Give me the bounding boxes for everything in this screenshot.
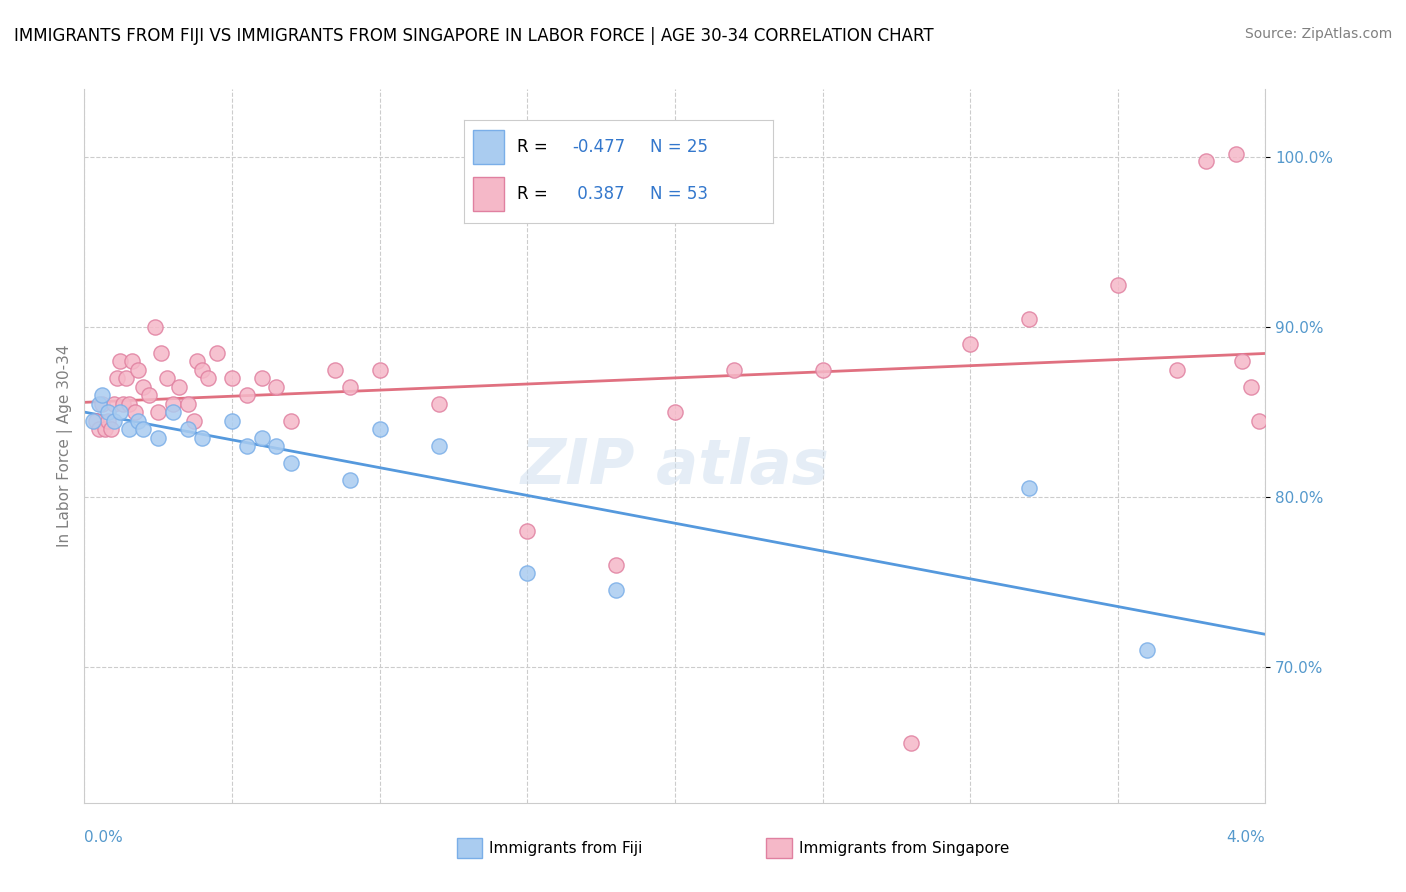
Point (605, 583, 627, 598)
Text: 0.0%: 0.0% (84, 830, 124, 845)
Point (339, 379, 361, 393)
Text: Source: ZipAtlas.com: Source: ZipAtlas.com (1244, 27, 1392, 41)
Text: Immigrants from Fiji: Immigrants from Fiji (489, 841, 643, 855)
Point (959, 337, 981, 351)
Point (368, 362, 391, 376)
Bar (474, 177, 505, 211)
Point (368, 422, 391, 436)
Text: 4.0%: 4.0% (1226, 830, 1265, 845)
Point (183, 413, 205, 427)
Point (87, 422, 111, 436)
Text: ZIP atlas: ZIP atlas (520, 437, 830, 498)
Point (103, 413, 125, 427)
Point (167, 379, 190, 393)
Point (205, 345, 228, 359)
Point (132, 422, 155, 436)
Point (280, 456, 302, 470)
Point (280, 413, 302, 427)
Point (156, 371, 179, 385)
Point (91, 388, 114, 402)
Point (900, 736, 922, 750)
Text: 0.387: 0.387 (572, 185, 624, 202)
Point (811, 362, 834, 376)
Point (84, 413, 107, 427)
Point (105, 371, 128, 385)
Point (148, 405, 170, 419)
Point (221, 371, 243, 385)
Point (100, 422, 122, 436)
Point (1107, 277, 1129, 292)
Point (97, 413, 120, 427)
Point (605, 558, 627, 572)
Point (1018, 311, 1040, 326)
Point (87, 396, 111, 410)
Point (118, 396, 141, 410)
Point (124, 405, 146, 419)
Point (121, 354, 143, 368)
Point (150, 345, 173, 359)
Point (427, 396, 450, 410)
Text: Immigrants from Singapore: Immigrants from Singapore (799, 841, 1010, 855)
Point (723, 362, 745, 376)
Point (221, 413, 243, 427)
Point (1230, 354, 1253, 368)
Point (138, 388, 160, 402)
Point (108, 405, 131, 419)
Point (186, 354, 208, 368)
Point (427, 439, 450, 453)
Point (91, 396, 114, 410)
Point (162, 405, 184, 419)
Point (97, 405, 120, 419)
Point (1166, 362, 1188, 376)
Point (1240, 379, 1263, 393)
Point (148, 430, 170, 444)
Point (103, 396, 125, 410)
Point (235, 388, 259, 402)
Point (177, 396, 200, 410)
Point (264, 379, 288, 393)
Point (250, 430, 273, 444)
Point (664, 405, 686, 419)
Point (108, 354, 131, 368)
Text: N = 25: N = 25 (650, 137, 707, 155)
Point (94, 422, 117, 436)
Point (114, 371, 136, 385)
Point (191, 362, 214, 376)
Text: N = 53: N = 53 (650, 185, 707, 202)
Point (127, 362, 149, 376)
Point (82, 413, 104, 427)
Point (1018, 482, 1040, 496)
Text: -0.477: -0.477 (572, 137, 626, 155)
Point (235, 439, 259, 453)
Point (339, 473, 361, 487)
Point (191, 430, 214, 444)
Point (132, 379, 155, 393)
Point (516, 566, 538, 581)
Point (111, 396, 134, 410)
Text: R =: R = (516, 137, 553, 155)
Point (323, 362, 346, 376)
Y-axis label: In Labor Force | Age 30-34: In Labor Force | Age 30-34 (58, 344, 73, 548)
Point (143, 320, 166, 334)
Point (197, 371, 219, 385)
Point (177, 422, 200, 436)
Point (250, 371, 273, 385)
Text: IMMIGRANTS FROM FIJI VS IMMIGRANTS FROM SINGAPORE IN LABOR FORCE | AGE 30-34 COR: IMMIGRANTS FROM FIJI VS IMMIGRANTS FROM … (14, 27, 934, 45)
Point (1225, 146, 1247, 161)
Point (1195, 153, 1218, 168)
Bar (474, 129, 505, 163)
Point (162, 396, 184, 410)
Point (1249, 413, 1271, 427)
Point (127, 413, 149, 427)
Text: R =: R = (516, 185, 553, 202)
Point (264, 439, 288, 453)
Point (1136, 643, 1159, 657)
Point (118, 422, 141, 436)
Point (516, 524, 538, 538)
